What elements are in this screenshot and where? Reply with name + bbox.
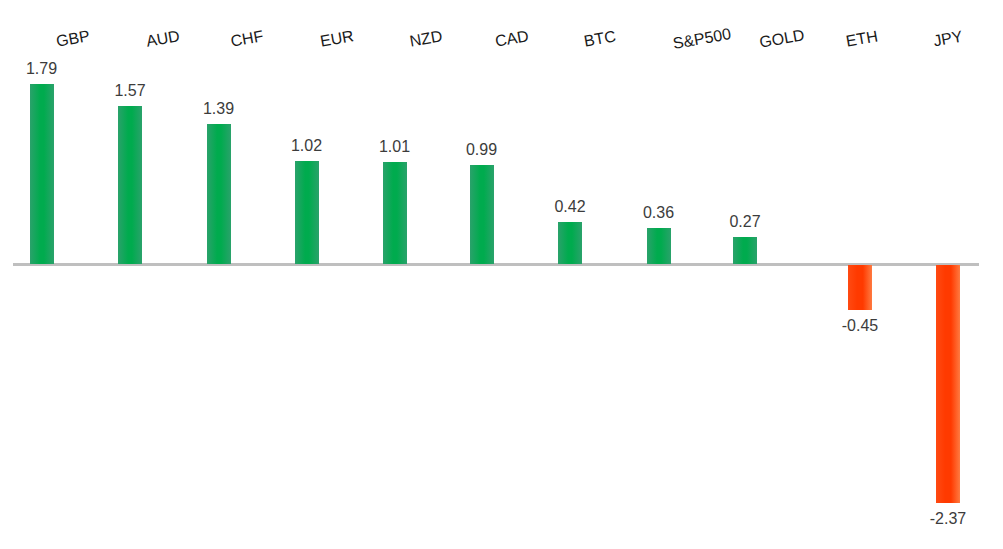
bar-chf <box>207 124 231 264</box>
category-label-cad: CAD <box>493 26 530 52</box>
bar-nzd <box>383 162 407 264</box>
zero-axis-line <box>13 263 979 266</box>
value-label-eth: -0.45 <box>820 317 900 335</box>
value-label-gold: 0.27 <box>705 213 785 231</box>
value-label-gbp: 1.79 <box>2 60 82 78</box>
category-label-eur: EUR <box>318 26 355 52</box>
category-label-nzd: NZD <box>408 26 444 51</box>
value-label-aud: 1.57 <box>90 82 170 100</box>
category-label-gold: GOLD <box>758 25 806 53</box>
value-label-jpy: -2.37 <box>908 510 988 528</box>
value-label-cad: 0.99 <box>442 141 522 159</box>
bar-eur <box>295 161 319 264</box>
category-label-chf: CHF <box>229 26 265 51</box>
bar-sp500 <box>647 228 671 264</box>
category-label-gbp: GBP <box>54 26 91 52</box>
category-label-eth: ETH <box>845 26 880 51</box>
bar-jpy <box>936 265 960 503</box>
category-label-sp500: S&P500 <box>671 24 732 54</box>
category-label-btc: BTC <box>582 26 617 51</box>
bar-btc <box>558 222 582 264</box>
value-label-eur: 1.02 <box>267 137 347 155</box>
bar-gbp <box>30 84 54 264</box>
bar-aud <box>118 106 142 264</box>
asset-performance-bar-chart: GBP 1.79 AUD 1.57 CHF 1.39 EUR 1.02 NZD 1.01 CAD 0.… <box>0 0 1003 549</box>
bar-eth <box>848 265 872 310</box>
category-label-aud: AUD <box>144 26 181 52</box>
value-label-btc: 0.42 <box>530 198 610 216</box>
bar-cad <box>470 165 494 264</box>
value-label-chf: 1.39 <box>179 100 259 118</box>
bar-gold <box>733 237 757 264</box>
value-label-nzd: 1.01 <box>355 138 435 156</box>
value-label-sp500: 0.36 <box>619 204 699 222</box>
category-label-jpy: JPY <box>931 27 963 52</box>
